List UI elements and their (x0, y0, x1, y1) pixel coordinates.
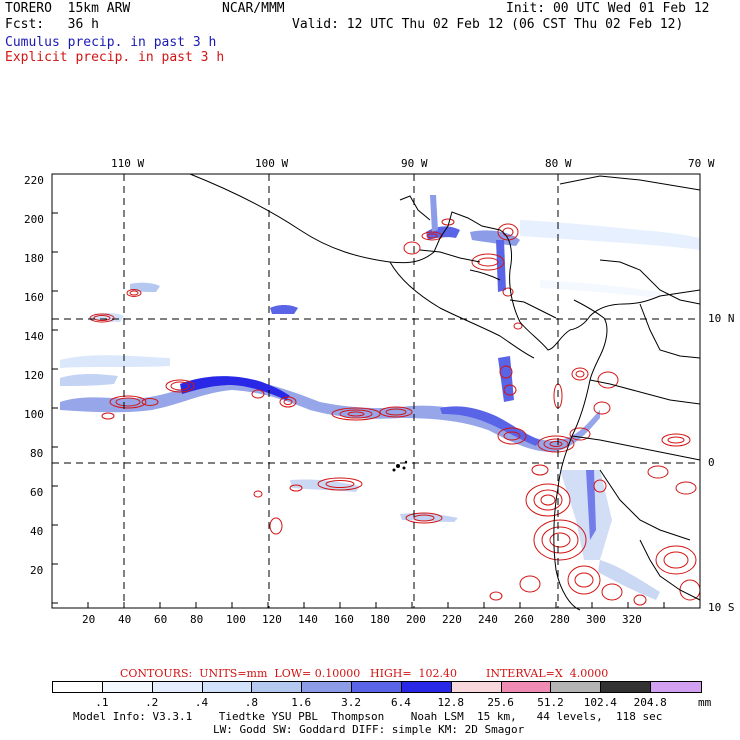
lon-label-70w: 70 W (688, 157, 715, 170)
lon-label-110w: 110 W (111, 157, 145, 170)
valid-time: Valid: 12 UTC Thu 02 Feb 12 (06 CST Thu … (292, 17, 684, 32)
physics-info: LW: Godd SW: Goddard DIFF: simple KM: 2D… (213, 723, 525, 736)
y-tick-label: 220 (24, 174, 44, 187)
contours-interval: INTERVAL=X 4.0000 (486, 667, 609, 680)
explicit-precip-contours (89, 218, 701, 606)
coastlines (189, 173, 701, 611)
colorbar-label: 25.6 (487, 696, 514, 709)
field2-label: Explicit precip. in past 3 h (5, 50, 225, 65)
init-time: Init: 00 UTC Wed 01 Feb 12 (506, 1, 710, 16)
lat-label-10n: 10 N (708, 312, 735, 325)
lat-lon-grid (52, 174, 700, 608)
x-tick-label: 280 (550, 613, 570, 626)
y-tick-label: 80 (30, 447, 44, 460)
cumulus-precip-areas (60, 195, 700, 600)
y-tick-label: 160 (24, 291, 44, 304)
colorbar-swatch (252, 682, 303, 692)
x-tick-label: 60 (154, 613, 168, 626)
model-title: TORERO 15km ARW (5, 1, 131, 16)
field1-label: Cumulus precip. in past 3 h (5, 35, 217, 50)
y-tick-label: 100 (24, 408, 44, 421)
galapagos-islands (392, 460, 408, 472)
colorbar-swatch (53, 682, 103, 692)
colorbar-swatch (601, 682, 652, 692)
colorbar-label: .8 (244, 696, 258, 709)
axis-ticks (52, 173, 701, 608)
x-tick-label: 320 (622, 613, 642, 626)
contours-units: CONTOURS: UNITS=mm LOW= 0.10000 (120, 667, 361, 680)
colorbar-unit: mm (698, 696, 712, 709)
x-tick-label: 220 (442, 613, 462, 626)
x-tick-label: 80 (190, 613, 204, 626)
colorbar-swatch (152, 682, 203, 692)
colorbar-label: 12.8 (437, 696, 465, 709)
lat-label-0: 0 (708, 456, 715, 469)
colorbar-label: 204.8 (633, 696, 667, 709)
y-tick-label: 60 (30, 486, 44, 499)
forecast-hour: Fcst: 36 h (5, 17, 99, 32)
colorbar-label: 6.4 (390, 696, 411, 709)
colorbar-swatch (302, 682, 353, 692)
colorbar-swatch (352, 682, 402, 692)
colorbar-label: .1 (95, 696, 109, 709)
contours-high: HIGH= 102.40 (370, 667, 458, 680)
x-tick-label: 140 (298, 613, 318, 626)
organization-label: NCAR/MMM (222, 1, 285, 16)
x-tick-label: 200 (406, 613, 426, 626)
colorbar-label: 51.2 (537, 696, 564, 709)
y-tick-label: 180 (24, 252, 44, 265)
colorbar-label: 3.2 (341, 696, 361, 709)
colorbar-swatch (551, 682, 602, 692)
lon-label-80w: 80 W (545, 157, 572, 170)
x-tick-label: 300 (586, 613, 606, 626)
lat-label-10s: 10 S (708, 601, 735, 614)
x-tick-label: 100 (226, 613, 246, 626)
colorbar-label: 102.4 (583, 696, 617, 709)
x-tick-label: 180 (370, 613, 390, 626)
x-tick-label: 240 (478, 613, 498, 626)
y-tick-label: 200 (24, 213, 44, 226)
y-tick-label: 140 (24, 330, 44, 343)
x-tick-label: 160 (334, 613, 354, 626)
x-tick-label: 260 (514, 613, 534, 626)
lon-label-90w: 90 W (401, 157, 428, 170)
colorbar-swatch (202, 682, 253, 692)
x-tick-label: 120 (262, 613, 282, 626)
y-tick-label: 20 (30, 564, 44, 577)
x-tick-label: 40 (118, 613, 132, 626)
colorbar-label: .2 (145, 696, 159, 709)
colorbar-label: 1.6 (291, 696, 312, 709)
model-info: Model Info: V3.3.1 Tiedtke YSU PBL Thomp… (73, 710, 663, 723)
colorbar-swatch (651, 682, 701, 692)
x-tick-label: 20 (82, 613, 96, 626)
colorbar-swatch (102, 682, 153, 692)
y-tick-label: 40 (30, 525, 44, 538)
lon-label-100w: 100 W (255, 157, 289, 170)
colorbar-label: .4 (194, 696, 209, 709)
colorbar-swatch (501, 682, 552, 692)
colorbar-swatch (401, 682, 452, 692)
colorbar-swatch (451, 682, 502, 692)
y-tick-label: 120 (24, 369, 44, 382)
colorbar (52, 681, 702, 693)
